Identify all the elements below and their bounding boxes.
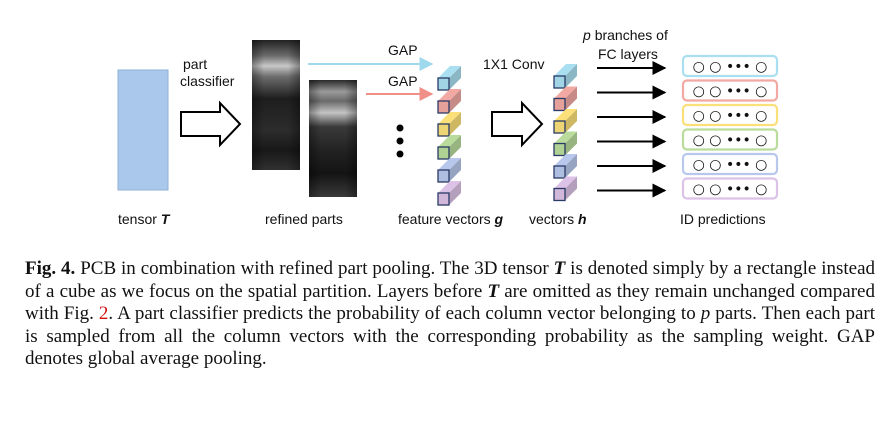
id-prediction-box: ○ ○ ••• ○ (681, 54, 779, 78)
gap-label-second: GAP (388, 73, 418, 89)
id-prediction-box: ○ ○ ••• ○ (681, 103, 779, 127)
id-prediction-box: ○ ○ ••• ○ (681, 177, 779, 200)
prediction-glyph: ○ ○ ••• ○ (693, 133, 768, 149)
vector-h-slice (553, 86, 577, 112)
vector-h-slice (553, 109, 577, 134)
fc-branch-arrows (597, 61, 667, 198)
vector-h-slice (553, 64, 577, 89)
feature-vector-slice (437, 89, 461, 114)
feature-vectors-label: feature vectors g (398, 211, 504, 227)
feature-vectors-g-stack (437, 66, 461, 206)
caption-sym-T1: T (553, 258, 566, 279)
caption-sym-p: p (700, 303, 711, 325)
caption-text-2: is denoted simply by a rectangle instead… (25, 258, 876, 302)
ellipsis-dot (396, 124, 404, 132)
id-prediction-box: ○ ○ ••• ○ (681, 79, 779, 102)
id-predictions-label: ID predictions (680, 211, 766, 227)
feature-vector-slice (437, 181, 461, 206)
feature-vector-slice (437, 66, 461, 91)
ellipsis-dot (396, 137, 404, 145)
hollow-arrow-icon (180, 100, 242, 148)
caption-fig-label: Fig. 4. (25, 258, 76, 279)
tensor-label: tensor T (118, 211, 171, 227)
caption-fig-ref-link[interactable]: 2 (98, 303, 109, 325)
feature-vector-slice (437, 135, 461, 160)
id-prediction-boxes: ○ ○ ••• ○ ○ ○ ••• ○ ○ ○ ••• ○ ○ ○ ••• ○ ○ ○ … (681, 54, 779, 200)
tensor-rectangle (117, 69, 169, 191)
branches-label-line2: FC layers (598, 46, 658, 62)
figure-caption: Fig. 4. PCB in combination with refined … (25, 258, 875, 371)
hollow-arrow-icon (491, 100, 544, 148)
refined-part-image-2 (309, 80, 357, 197)
prediction-glyph: ○ ○ ••• ○ (693, 157, 768, 173)
vector-h-slice (553, 154, 577, 179)
part-classifier-label-line1: part (183, 56, 207, 72)
prediction-glyph: ○ ○ ••• ○ (693, 59, 768, 75)
caption-text-1: PCB in combination with refined part poo… (75, 258, 554, 279)
vectors-h-label: vectors h (529, 211, 587, 227)
prediction-glyph: ○ ○ ••• ○ (693, 108, 768, 124)
caption-text-3: are omitted as they remain unchanged com… (25, 280, 875, 325)
refined-part-image-1 (252, 40, 300, 170)
refined-parts-label: refined parts (265, 211, 343, 227)
id-prediction-box: ○ ○ ••• ○ (681, 152, 779, 176)
vector-h-slice (553, 131, 577, 157)
prediction-glyph: ○ ○ ••• ○ (693, 84, 768, 100)
part-classifier-label-line2: classifier (180, 73, 235, 89)
vectors-h-stack (553, 64, 577, 202)
ellipsis-dot (396, 150, 404, 158)
id-prediction-box: ○ ○ ••• ○ (681, 128, 779, 151)
feature-vector-slice (437, 112, 461, 137)
branches-label-line1: p branches of (582, 27, 668, 43)
caption-text-5: parts. Then each part is sampled from al… (25, 303, 876, 370)
conv-label: 1X1 Conv (483, 56, 544, 72)
feature-vector-slice (437, 158, 461, 183)
prediction-glyph: ○ ○ ••• ○ (693, 182, 768, 198)
gap-label-top: GAP (388, 42, 418, 58)
pcb-diagram: tensor T part classifier refined parts G… (117, 27, 779, 227)
vector-h-slice (553, 176, 577, 202)
caption-text-4: . A part classifier predicts the probabi… (108, 303, 701, 325)
caption-sym-T2: T (487, 280, 500, 302)
